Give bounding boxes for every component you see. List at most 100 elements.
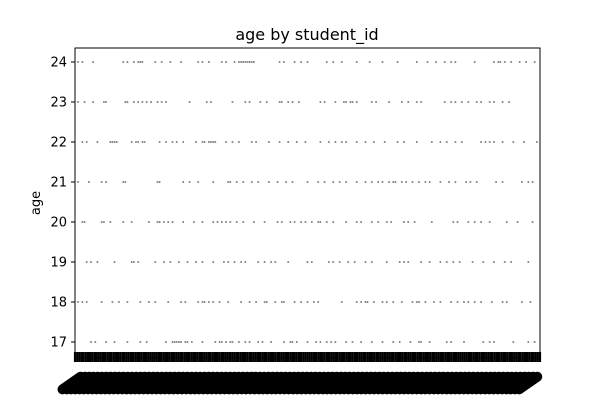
data-point xyxy=(364,301,367,303)
data-point xyxy=(420,341,423,343)
data-point xyxy=(319,141,322,143)
data-point xyxy=(529,301,532,303)
data-point xyxy=(347,261,350,263)
data-point xyxy=(338,261,341,263)
data-point xyxy=(493,341,495,343)
data-point xyxy=(250,181,253,183)
data-point xyxy=(385,301,388,303)
data-point xyxy=(418,341,420,343)
data-point xyxy=(240,301,243,303)
data-point xyxy=(141,141,144,143)
data-point xyxy=(216,221,219,223)
data-point xyxy=(186,261,189,263)
data-point xyxy=(460,101,463,103)
data-point xyxy=(516,221,519,223)
data-point xyxy=(180,341,182,343)
data-point xyxy=(445,141,448,143)
data-point xyxy=(531,181,534,183)
data-point xyxy=(454,61,457,63)
y-tick-label: 22 xyxy=(50,136,67,151)
data-point xyxy=(102,221,105,223)
data-point xyxy=(439,261,442,263)
x-axis-tick-labels xyxy=(57,371,543,395)
y-axis-label: age xyxy=(29,191,44,215)
data-point xyxy=(90,341,92,343)
data-point xyxy=(293,221,296,223)
data-point xyxy=(165,141,167,143)
data-point xyxy=(248,61,251,63)
data-point xyxy=(225,341,227,343)
data-point xyxy=(424,301,427,303)
data-point xyxy=(282,341,285,343)
data-point xyxy=(173,341,176,343)
data-point xyxy=(289,341,292,343)
data-point xyxy=(188,181,191,183)
data-point xyxy=(160,61,163,63)
data-point xyxy=(276,181,279,183)
data-point xyxy=(257,261,260,263)
data-point xyxy=(250,61,253,63)
data-point xyxy=(475,101,478,103)
data-point xyxy=(490,301,493,303)
data-point xyxy=(235,181,238,183)
data-point xyxy=(400,301,403,303)
data-point xyxy=(240,261,243,263)
data-point xyxy=(454,101,457,103)
data-point xyxy=(480,141,483,143)
data-point xyxy=(207,301,210,303)
data-point xyxy=(323,181,326,183)
data-point xyxy=(270,261,273,263)
data-point xyxy=(77,61,80,63)
data-point xyxy=(237,141,240,143)
data-point xyxy=(203,301,206,303)
data-point xyxy=(327,261,330,263)
data-point xyxy=(220,61,223,63)
data-point xyxy=(535,141,538,143)
data-point xyxy=(334,341,337,343)
data-point xyxy=(207,141,210,143)
data-point xyxy=(317,221,320,223)
data-point xyxy=(111,301,114,303)
data-point xyxy=(426,61,429,63)
y-tick-label: 18 xyxy=(50,296,67,311)
data-point xyxy=(323,101,326,103)
data-point xyxy=(154,261,157,263)
data-point xyxy=(126,341,129,343)
data-point xyxy=(306,261,309,263)
data-point xyxy=(505,221,508,223)
data-point xyxy=(420,261,423,263)
data-point xyxy=(237,61,240,63)
data-point xyxy=(81,221,84,223)
data-point xyxy=(370,261,373,263)
data-point xyxy=(287,141,290,143)
data-point xyxy=(415,61,418,63)
data-point xyxy=(130,261,133,263)
data-point xyxy=(203,141,206,143)
data-point xyxy=(512,341,515,343)
data-point xyxy=(83,101,86,103)
data-point xyxy=(195,141,197,143)
data-point xyxy=(306,341,309,343)
data-point xyxy=(488,101,491,103)
data-point xyxy=(450,341,453,343)
data-point xyxy=(372,301,375,303)
data-point xyxy=(255,301,258,303)
data-point xyxy=(282,301,285,303)
data-point xyxy=(394,181,397,183)
data-point xyxy=(370,101,373,103)
data-point xyxy=(306,61,309,63)
data-point xyxy=(246,61,249,63)
data-point xyxy=(400,101,403,103)
data-point xyxy=(355,221,358,223)
data-point xyxy=(381,181,384,183)
data-point xyxy=(340,61,343,63)
data-point xyxy=(90,261,92,263)
data-point xyxy=(218,301,221,303)
data-point xyxy=(177,261,180,263)
data-point xyxy=(244,61,247,63)
data-point xyxy=(370,341,373,343)
data-point xyxy=(375,101,378,103)
data-point xyxy=(342,101,345,103)
data-point xyxy=(158,221,161,223)
data-point xyxy=(370,221,373,223)
